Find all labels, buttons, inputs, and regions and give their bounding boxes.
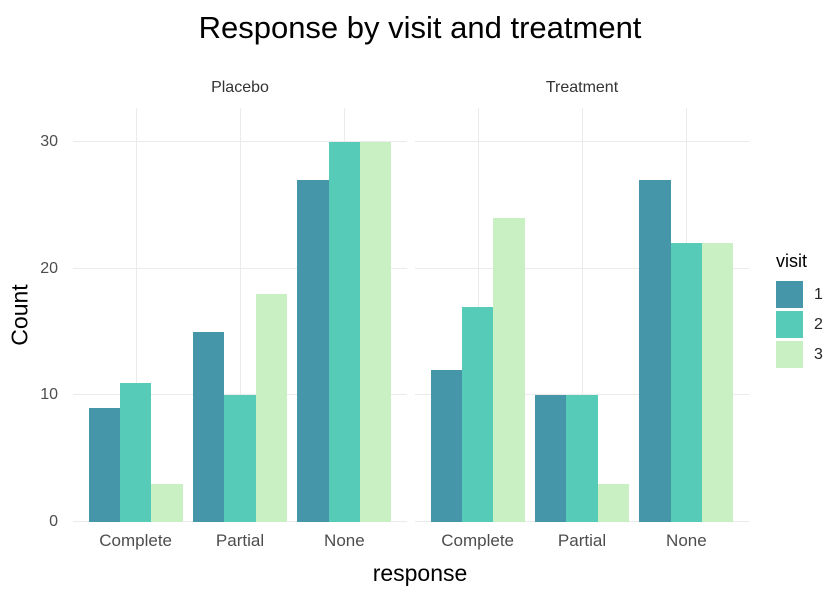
bar-treatment-complete-visit1: [430, 370, 462, 522]
legend-swatch-visit-1: [776, 281, 803, 308]
bar-placebo-none-visit2: [328, 142, 361, 522]
x-tick-label-complete: Complete: [99, 531, 173, 550]
x-axis-title: response: [372, 560, 468, 586]
bar-placebo-none-visit3: [360, 142, 392, 522]
v-gridline-partial: [582, 108, 583, 522]
bar-placebo-complete-visit3: [151, 484, 183, 522]
bar-treatment-none-visit2: [670, 243, 703, 522]
facet-strip-row: Placebo Treatment: [73, 79, 749, 97]
bar-placebo-none-visit1: [297, 180, 329, 522]
facet-strip-treatment: Treatment: [545, 79, 619, 96]
legend-swatch-visit-3: [776, 341, 803, 368]
bar-treatment-partial-visit3: [597, 484, 629, 522]
legend-item-visit-3: 3: [776, 341, 823, 368]
legend-label-visit-1: 1: [814, 285, 823, 303]
bar-placebo-complete-visit1: [88, 408, 120, 522]
bar-placebo-complete-visit2: [119, 382, 152, 522]
v-gridline-partial: [240, 108, 241, 522]
bar-treatment-partial-visit2: [566, 395, 598, 522]
x-tick-label-partial: Partial: [215, 531, 265, 550]
y-tick-label: 10: [40, 386, 58, 404]
chart-title: Response by visit and treatment: [198, 10, 642, 45]
bar-treatment-complete-visit2: [461, 306, 494, 522]
x-tick-label-partial: Partial: [557, 531, 607, 550]
panel-treatment: Complete Partial None: [415, 108, 749, 550]
bar-placebo-partial-visit3: [255, 294, 287, 522]
bar-placebo-partial-visit1: [193, 332, 225, 522]
x-tick-label-complete: Complete: [441, 531, 515, 550]
y-tick-label: 20: [40, 259, 58, 277]
legend-item-visit-1: 1: [776, 281, 823, 308]
plot-panels: Complete Partial None Complete Partial None: [73, 108, 749, 550]
bar-placebo-partial-visit2: [224, 395, 256, 522]
facet-strip-placebo: Placebo: [211, 79, 269, 96]
y-axis-tick-labels: 0 10 20 30: [20, 108, 58, 530]
legend-items: 1 2 3: [776, 281, 823, 368]
bar-treatment-none-visit3: [702, 243, 734, 522]
legend: visit 1 2 3: [776, 251, 823, 371]
x-tick-label-none: None: [666, 531, 707, 550]
bar-treatment-partial-visit1: [535, 395, 567, 522]
y-tick-label: 0: [49, 513, 58, 530]
legend-label-visit-3: 3: [814, 345, 823, 363]
v-gridline-complete: [135, 108, 137, 522]
panel-placebo: Complete Partial None: [73, 108, 407, 550]
legend-title: visit: [776, 251, 807, 271]
legend-item-visit-2: 2: [776, 311, 823, 338]
y-tick-label: 30: [40, 133, 58, 151]
legend-swatch-visit-2: [776, 311, 803, 338]
x-tick-label-none: None: [324, 531, 365, 550]
legend-label-visit-2: 2: [814, 315, 823, 333]
bar-treatment-none-visit1: [639, 180, 671, 522]
bar-treatment-complete-visit3: [493, 218, 525, 522]
